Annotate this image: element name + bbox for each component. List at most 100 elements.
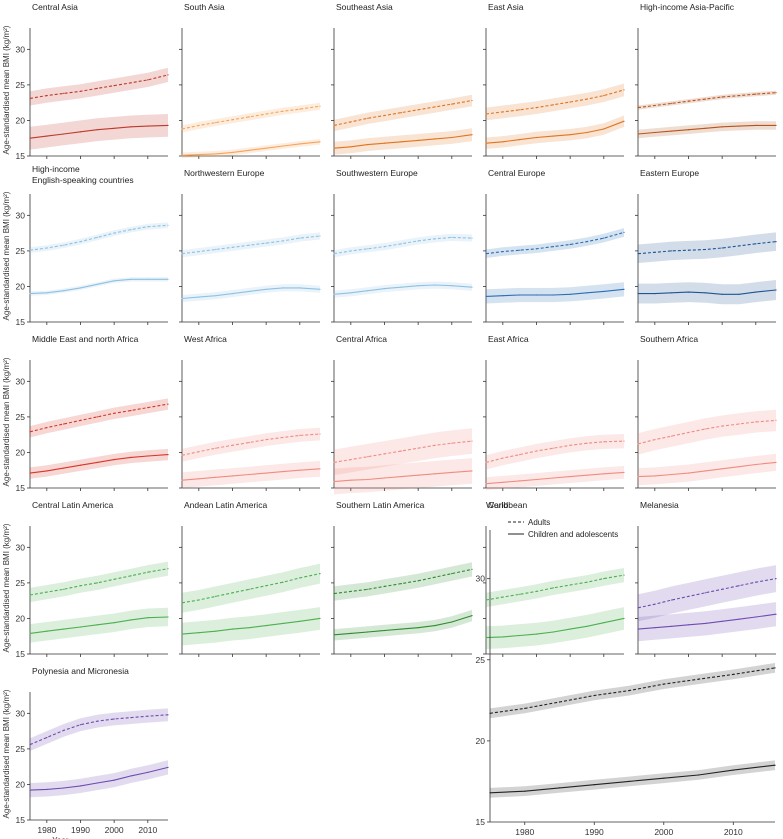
central-latin-america-panel-adults-point (63, 588, 65, 590)
andean-latin-america-panel-children-point (248, 627, 250, 629)
middle-east-and-north-africa-panel-adults-point (29, 431, 31, 433)
east-asia-panel-children-point (552, 135, 554, 137)
eastern-europe-panel-children-point (721, 293, 723, 295)
northwestern-europe-panel-children-point (198, 296, 200, 298)
andean-latin-america-panel-children-point (231, 628, 234, 630)
east-africa-panel-adults-uncertainty-band (486, 434, 624, 470)
west-africa-panel-children-point (299, 469, 301, 471)
andean-latin-america-panel-adults-point (265, 585, 267, 587)
central-europe-panel-children-point (552, 294, 554, 296)
polynesia-and-micronesia-panel-xtick-label: 2000 (105, 825, 124, 835)
middle-east-and-north-africa-panel-adults-point (96, 416, 98, 418)
high-income-english-speaking-countries-panel-ytick-label: 30 (16, 210, 26, 220)
melanesia-panel-children-point (704, 622, 706, 625)
east-asia-panel-adults-point (519, 109, 521, 111)
west-africa-panel-adults-point (248, 441, 250, 444)
andean-latin-america-panel-children-point (282, 622, 284, 625)
middle-east-and-north-africa-panel-adults-point (147, 407, 149, 409)
andean-latin-america-panel-title-line: Andean Latin America (184, 500, 267, 510)
southwestern-europe-panel-children-point (383, 288, 386, 290)
polynesia-and-micronesia-panel-children-point (46, 788, 48, 791)
caribbean-panel-adults-point (485, 599, 487, 601)
south-asia-panel-children-point (265, 147, 267, 149)
high-income-english-speaking-countries-panel-adults-point (79, 241, 82, 243)
south-asia-panel-adults-point (231, 119, 234, 121)
world-children-point (732, 769, 734, 771)
caribbean-panel-children-point (519, 634, 521, 637)
central-latin-america-panel-adults-point (147, 571, 149, 573)
andean-latin-america-panel-children-point (215, 630, 217, 632)
northwestern-europe-panel-title: Northwestern Europe (184, 168, 265, 178)
middle-east-and-north-africa-panel-adults-point (130, 409, 132, 412)
central-asia-panel: Central Asia 15 20 25 30 (16, 2, 169, 161)
central-latin-america-panel-title-line: Central Latin America (32, 500, 114, 510)
high-income-english-speaking-countries-panel-children-point (63, 290, 65, 292)
west-africa-panel-children-point (248, 473, 250, 476)
high-income-asia-pacific-panel-children-point (755, 124, 757, 126)
central-latin-america-panel-adults-point (29, 594, 31, 596)
south-asia-panel-children-point (215, 153, 217, 155)
east-africa-panel-title: East Africa (488, 334, 529, 344)
high-income-english-speaking-countries-panel-children-point (147, 278, 149, 280)
southern-africa-panel-adults-point (738, 423, 740, 425)
middle-east-and-north-africa-panel-children-point (147, 455, 149, 457)
middle-east-and-north-africa-panel-children-point (29, 472, 31, 474)
polynesia-and-micronesia-panel-ytick-label: 25 (16, 744, 26, 754)
high-income-english-speaking-countries-panel-title-line: High-income (32, 164, 80, 174)
west-africa-panel-children-point (198, 478, 200, 480)
southwestern-europe-panel-children-point (471, 286, 473, 288)
south-asia-panel-children-uncertainty-band (182, 138, 320, 159)
world-ytick-label: 30 (476, 574, 486, 584)
southern-africa-panel-adults-point (687, 431, 690, 434)
middle-east-and-north-africa-panel-ytick-label: 20 (16, 447, 26, 457)
central-asia-panel-children-point (79, 131, 82, 133)
central-latin-america-panel-children-uncertainty-band (30, 607, 168, 643)
southern-africa-panel-adults-point (755, 421, 757, 423)
east-africa-panel-adults-point (535, 450, 538, 452)
polynesia-and-micronesia-panel-ytick-label: 30 (16, 708, 26, 718)
central-africa-panel: Central Africa (331, 334, 473, 495)
middle-east-and-north-africa-panel-adults-point (63, 423, 65, 425)
southern-africa-panel-title-line: Southern Africa (640, 334, 698, 344)
east-africa-panel-children-point (586, 474, 588, 476)
polynesia-and-micronesia-panel-children-point (63, 787, 65, 789)
southern-latin-america-panel-children-point (350, 632, 352, 635)
northwestern-europe-panel-adults-point (282, 240, 284, 242)
polynesia-and-micronesia-panel-adults-point (46, 736, 48, 739)
high-income-asia-pacific-panel-adults-point (721, 96, 723, 98)
central-africa-panel-title-line: Central Africa (336, 334, 387, 344)
high-income-english-speaking-countries-panel-adults-uncertainty-band (30, 222, 168, 253)
caribbean-panel-adults-point (623, 574, 625, 576)
central-europe-panel-adults-point (603, 237, 605, 239)
southwestern-europe-panel-adults-line (333, 236, 473, 255)
world-children-point (489, 792, 491, 794)
high-income-asia-pacific-panel-adults-point (654, 104, 656, 107)
world-panel: World152025301980199020002010YearAdultsC… (476, 500, 776, 839)
eastern-europe-panel: Eastern Europe (635, 168, 777, 325)
southern-latin-america-panel-adults-point (451, 573, 453, 575)
melanesia-panel-title-line: Melanesia (640, 500, 679, 510)
andean-latin-america-panel-adults-point (282, 581, 284, 583)
polynesia-and-micronesia-panel-ytick-label: 15 (16, 815, 26, 825)
high-income-asia-pacific-panel-adults-point (775, 92, 777, 94)
central-europe-panel-children-point (535, 294, 538, 296)
high-income-english-speaking-countries-panel-children-point (29, 293, 31, 295)
central-asia-panel-adults-point (147, 79, 149, 81)
southeast-asia-panel-title: Southeast Asia (336, 2, 393, 12)
world-xtick-label: 1980 (515, 827, 534, 837)
melanesia-panel-adults-point (721, 588, 723, 590)
southeast-asia-panel-children-point (451, 136, 453, 139)
middle-east-and-north-africa-panel-ytick-label: 15 (16, 483, 26, 493)
high-income-asia-pacific-panel-adults-point (755, 93, 757, 95)
central-asia-panel-children-point (46, 135, 48, 137)
northwestern-europe-panel-adults-point (198, 251, 200, 253)
southwestern-europe-panel-children-point (434, 284, 436, 286)
southern-latin-america-panel-adults-line (333, 568, 473, 595)
southern-latin-america-panel-adults-point (434, 576, 436, 578)
central-asia-panel-adults-point (29, 97, 31, 99)
central-europe-panel-children-uncertainty-band (486, 282, 624, 304)
southwestern-europe-panel-adults-point (367, 248, 369, 250)
central-africa-panel-adults-point (434, 444, 436, 446)
high-income-english-speaking-countries-panel-children-uncertainty-band (30, 277, 168, 296)
middle-east-and-north-africa-panel-title-line: Middle East and north Africa (32, 334, 139, 344)
